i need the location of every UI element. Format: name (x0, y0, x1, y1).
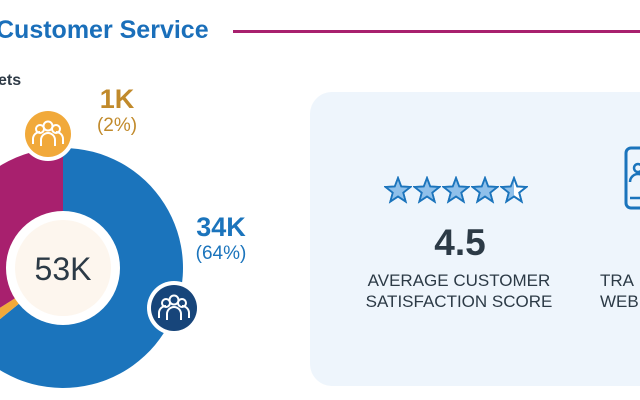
section-subheading: ets (0, 72, 22, 89)
slice-value-label: 1K (99, 84, 135, 114)
score-label-line: AVERAGE CUSTOMER (367, 271, 551, 290)
donut-center-total: 53K (35, 251, 92, 287)
score-label-line: SATISFACTION SCORE (365, 292, 553, 312)
satisfaction-score: 4.5 (434, 222, 486, 263)
donut-chart: 53K (0, 107, 201, 388)
people-icon (147, 281, 201, 335)
donut-slice (0, 297, 20, 320)
page-title: Customer Service (0, 16, 209, 44)
star-rating (384, 176, 528, 204)
slice-percent-label: (2%) (96, 115, 138, 137)
tablet-icon (624, 146, 640, 210)
star-icon (442, 176, 470, 204)
satisfaction-card (310, 92, 640, 386)
side-stat-label: TRA WEB (600, 270, 640, 313)
slice-value-label: 34K (196, 212, 246, 242)
star-icon (384, 176, 412, 204)
people-icon (21, 107, 75, 161)
donut-slice (0, 148, 63, 308)
donut-slice (0, 148, 183, 388)
slice-percent-label: (64%) (195, 243, 247, 265)
donut-center-inner (15, 220, 111, 316)
star-icon (471, 176, 499, 204)
side-label-line: WEB (600, 292, 639, 312)
side-label-line: TRA (600, 271, 634, 290)
slice-label-large: 34K (64%) (184, 212, 258, 265)
slice-label-small: 1K (2%) (78, 84, 156, 137)
star-icon (413, 176, 441, 204)
title-divider (233, 30, 640, 33)
star-icon (500, 176, 528, 204)
satisfaction-score-label: AVERAGE CUSTOMER SATISFACTION SCORE (344, 270, 574, 313)
